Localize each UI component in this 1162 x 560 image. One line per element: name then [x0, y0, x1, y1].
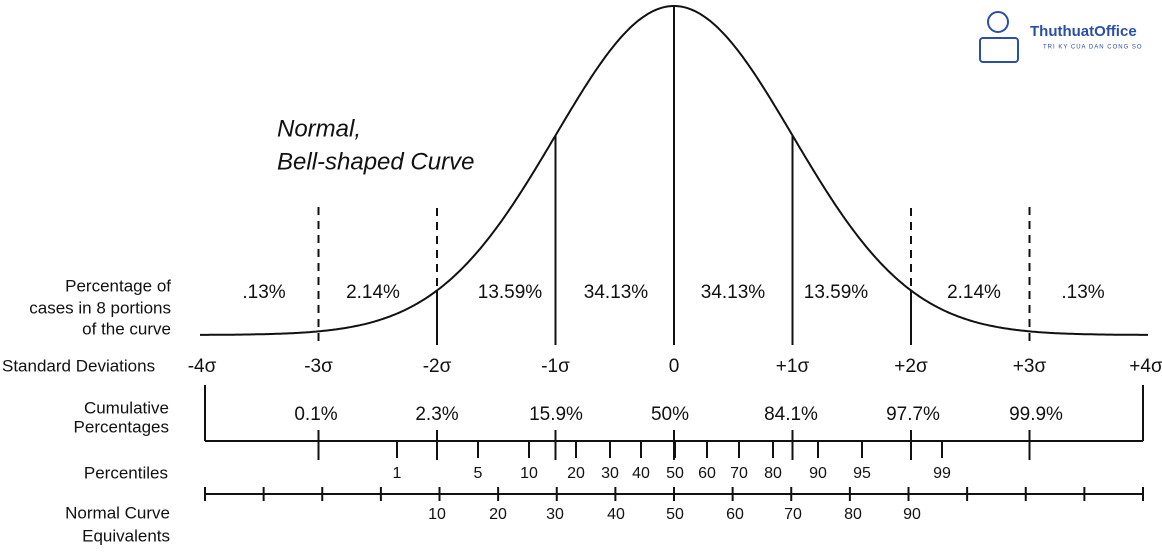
percentile-label: 40	[632, 465, 650, 482]
cumulative-pct: 84.1%	[764, 404, 818, 425]
portion-pct: 34.13%	[584, 282, 649, 303]
logo-text: ThuthuatOffice	[1030, 23, 1137, 40]
percentile-label: 80	[764, 465, 782, 482]
row-label: Normal Curve	[65, 503, 170, 522]
sd-label: +3σ	[1013, 356, 1047, 377]
nce-label: 80	[844, 506, 862, 523]
portion-pct: 2.14%	[346, 282, 400, 303]
row-label: Cumulative	[84, 398, 169, 417]
sd-label: -2σ	[423, 356, 452, 377]
sd-label: +4σ	[1129, 356, 1162, 377]
percentile-label: 20	[567, 465, 585, 482]
nce-label: 90	[903, 506, 921, 523]
portion-pct: 13.59%	[804, 282, 869, 303]
row-label: Percentiles	[84, 463, 168, 482]
sd-label: -3σ	[304, 356, 333, 377]
percentile-label: 99	[933, 465, 951, 482]
percentile-label: 70	[730, 465, 748, 482]
cumulative-pct: 97.7%	[886, 404, 940, 425]
cumulative-pct: 99.9%	[1009, 404, 1063, 425]
cumulative-pct: 2.3%	[415, 404, 458, 425]
percentile-label: 60	[698, 465, 716, 482]
row-label: Equivalents	[82, 526, 170, 545]
percentile-label: 90	[809, 465, 827, 482]
annotation: Normal,	[277, 115, 361, 142]
nce-label: 70	[784, 506, 802, 523]
nce-label: 40	[607, 506, 625, 523]
nce-label: 20	[489, 506, 507, 523]
nce-label: 60	[726, 506, 744, 523]
row-label: Standard Deviations	[2, 356, 155, 375]
percentile-label: 95	[853, 465, 871, 482]
sd-label: +1σ	[776, 356, 810, 377]
logo-icon	[979, 37, 1019, 63]
nce-label: 10	[428, 506, 446, 523]
nce-label: 50	[666, 506, 684, 523]
portion-pct: 34.13%	[701, 282, 766, 303]
portion-pct: .13%	[1061, 282, 1104, 303]
portion-pct: .13%	[242, 282, 285, 303]
portion-pct: 13.59%	[478, 282, 543, 303]
sd-label: 0	[669, 356, 680, 377]
percentile-label: 1	[393, 465, 402, 482]
annotation: Bell-shaped Curve	[277, 148, 474, 175]
logo-icon	[987, 11, 1009, 33]
row-label: of the curve	[82, 319, 171, 338]
logo: ThuthuatOffice TRI KY CUA DAN CONG SO	[979, 11, 1143, 63]
percentile-label: 50	[666, 465, 684, 482]
percentile-label: 5	[474, 465, 483, 482]
row-label: cases in 8 portions	[29, 298, 171, 317]
portion-pct: 2.14%	[947, 282, 1001, 303]
percentile-label: 30	[601, 465, 619, 482]
logo-tagline: TRI KY CUA DAN CONG SO	[1043, 45, 1143, 51]
nce-label: 30	[546, 506, 564, 523]
sd-label: -4σ	[188, 356, 217, 377]
sd-label: +2σ	[894, 356, 928, 377]
cumulative-pct: 15.9%	[529, 404, 583, 425]
row-label: Percentages	[74, 417, 169, 436]
row-label: Percentage of	[65, 276, 171, 295]
percentile-label: 10	[520, 465, 538, 482]
scales: Percentage of cases in 8 portions of the c…	[2, 6, 1162, 545]
sd-label: -1σ	[541, 356, 570, 377]
cumulative-pct: 50%	[651, 404, 689, 425]
cumulative-pct: 0.1%	[294, 404, 337, 425]
